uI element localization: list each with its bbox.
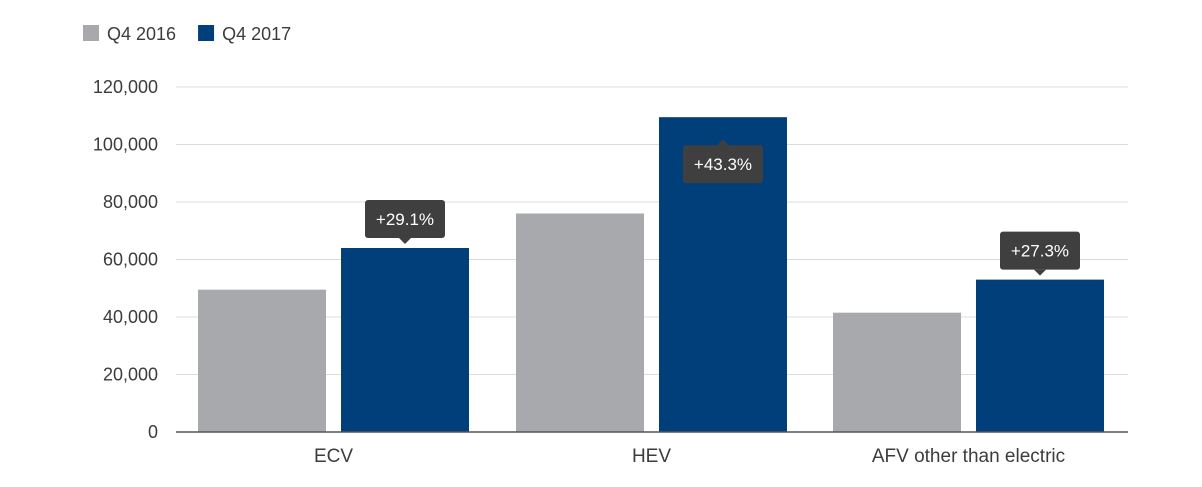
annotation-label-2: +27.3% [1011, 242, 1069, 261]
change-annotation-0: +29.1% [365, 200, 445, 244]
y-tick-label-3: 60,000 [103, 250, 158, 270]
legend: Q4 2016 Q4 2017 [83, 24, 291, 44]
legend-label-0: Q4 2016 [107, 24, 176, 44]
change-annotation-1: +43.3% [683, 139, 763, 184]
annotation-pointer-1 [717, 139, 729, 146]
x-category-label-2: AFV other than electric [872, 446, 1065, 467]
y-tick-label-5: 100,000 [93, 135, 158, 155]
y-axis: 0 20,000 40,000 60,000 80,000 100,000 120,000 [93, 77, 158, 442]
annotation-label-1: +43.3% [694, 155, 752, 174]
legend-label-1: Q4 2017 [222, 24, 291, 44]
x-category-label-0: ECV [314, 446, 353, 467]
annotations: +29.1% +43.3% +27.3% [365, 139, 1080, 276]
y-tick-label-0: 0 [148, 422, 158, 442]
annotation-box-0 [365, 200, 445, 238]
y-tick-label-1: 20,000 [103, 365, 158, 385]
gridlines [176, 86, 1128, 375]
annotation-box-2 [1000, 231, 1080, 270]
y-tick-label-6: 120,000 [93, 77, 158, 97]
bar-2-0 [833, 312, 961, 432]
annotation-pointer-0 [399, 238, 411, 244]
annotation-box-1 [683, 145, 763, 184]
annotation-label-0: +29.1% [376, 210, 434, 229]
change-annotation-2: +27.3% [1000, 231, 1080, 276]
bars [198, 117, 1104, 432]
y-tick-label-2: 40,000 [103, 307, 158, 327]
bar-0-0 [198, 289, 326, 432]
bar-2-1 [976, 279, 1104, 432]
legend-swatch-1 [198, 25, 215, 41]
legend-swatch-0 [83, 25, 99, 41]
y-tick-label-4: 80,000 [103, 192, 158, 212]
bar-1-0 [516, 213, 644, 432]
bar-0-1 [341, 248, 469, 432]
x-axis: ECV HEV AFV other than electric [176, 431, 1128, 467]
annotation-pointer-2 [1034, 269, 1046, 276]
x-category-label-1: HEV [632, 446, 671, 467]
